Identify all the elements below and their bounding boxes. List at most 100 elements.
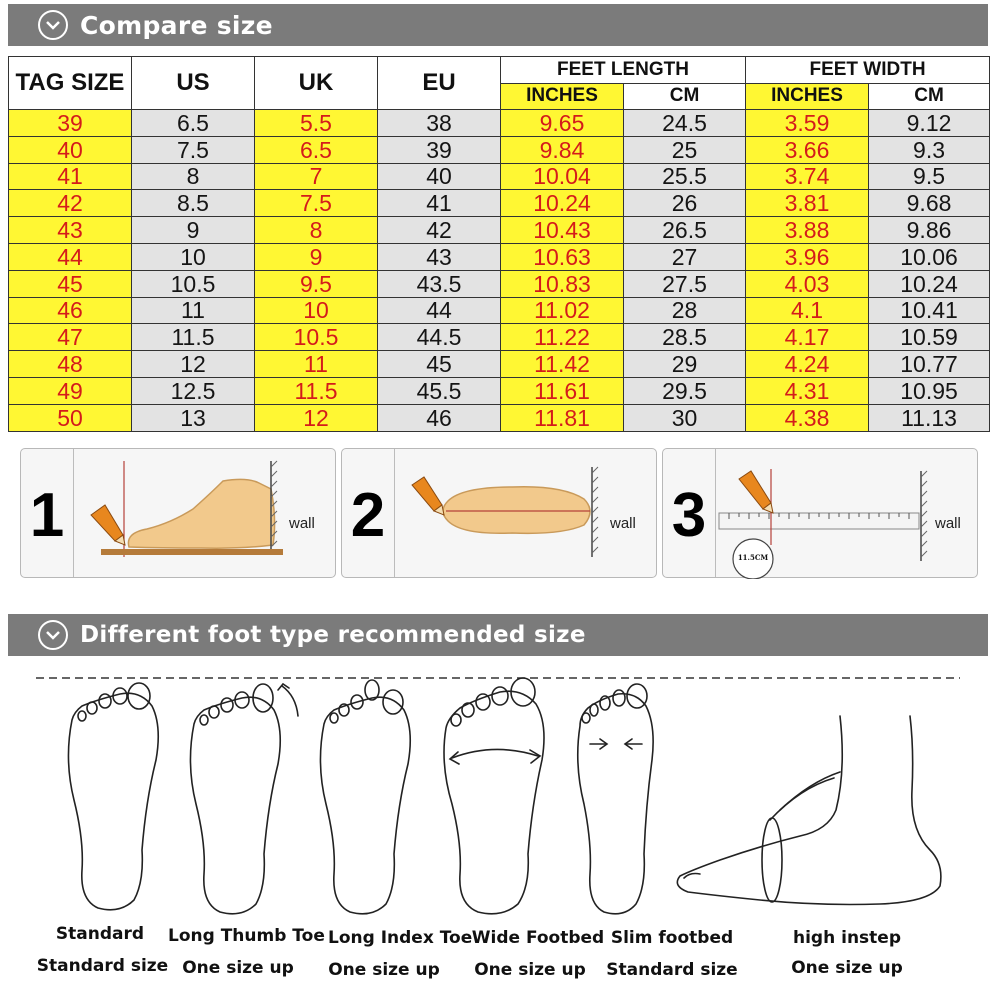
length-cm-cell: 25.5 xyxy=(622,162,747,191)
uk-size-cell: 7 xyxy=(254,162,378,191)
width-inches-cell: 4.31 xyxy=(745,376,870,405)
foot-type-recommendation: One size up xyxy=(328,960,440,980)
pencil-icon xyxy=(90,504,126,546)
us-size-cell: 10.5 xyxy=(131,269,255,298)
header-length-inches: INCHES xyxy=(500,82,624,110)
width-inches-cell: 4.03 xyxy=(745,269,870,298)
header-us: US xyxy=(131,56,255,110)
width-cm-cell: 9.86 xyxy=(868,216,991,244)
length-inches-cell: 10.63 xyxy=(500,242,624,271)
length-inches-cell: 9.65 xyxy=(500,109,624,137)
uk-size-cell: 9 xyxy=(254,242,378,271)
uk-size-cell: 10 xyxy=(254,296,378,325)
wide-footbed-foot-icon xyxy=(443,677,545,915)
header-length-cm: CM xyxy=(622,82,747,110)
us-size-cell: 13 xyxy=(131,403,255,432)
length-cm-cell: 29 xyxy=(622,350,747,378)
ruler-illustration xyxy=(718,469,928,579)
foot-outlines xyxy=(36,677,960,915)
eu-size-cell: 46 xyxy=(377,403,501,432)
foot-type-name: Slim footbed xyxy=(610,928,734,948)
length-inches-cell: 11.22 xyxy=(500,323,624,352)
length-inches-cell: 10.04 xyxy=(500,162,624,191)
width-inches-cell: 3.81 xyxy=(745,189,870,218)
step-divider xyxy=(394,449,395,577)
tag-size-cell: 48 xyxy=(8,350,132,378)
chevron-down-circle-icon xyxy=(38,10,68,40)
step-number: 3 xyxy=(671,481,707,550)
tag-size-cell: 40 xyxy=(8,135,132,164)
foot-type-name: Wide Footbed xyxy=(471,928,605,948)
table-row: 39 6.5 5.5 38 9.65 24.5 3.59 9.12 xyxy=(8,109,991,137)
measure-step-1: 1 wall xyxy=(20,448,336,578)
tag-size-cell: 50 xyxy=(8,403,132,432)
foot-type-recommendation: Standard size xyxy=(36,956,169,976)
pencil-icon xyxy=(738,470,774,514)
us-size-cell: 11 xyxy=(131,296,255,325)
length-cm-cell: 24.5 xyxy=(622,109,747,137)
step-divider xyxy=(715,449,716,577)
width-cm-cell: 10.06 xyxy=(868,242,991,271)
ruler-reading: 11.5CM xyxy=(737,553,769,562)
measure-step-2: 2 wall xyxy=(341,448,657,578)
width-cm-cell: 10.41 xyxy=(868,296,991,325)
section-title: Compare size xyxy=(80,10,273,40)
uk-size-cell: 5.5 xyxy=(254,109,378,137)
table-row: 46 11 10 44 11.02 28 4.1 10.41 xyxy=(8,296,991,325)
wall-label: wall xyxy=(935,515,961,532)
table-row: 40 7.5 6.5 39 9.84 25 3.66 9.3 xyxy=(8,135,991,164)
width-cm-cell: 11.13 xyxy=(868,403,991,432)
tag-size-cell: 49 xyxy=(8,376,132,405)
table-row: 43 9 8 42 10.43 26.5 3.88 9.86 xyxy=(8,216,991,244)
section-title: Different foot type recommended size xyxy=(80,622,586,648)
wall-label: wall xyxy=(610,515,636,532)
uk-size-cell: 11 xyxy=(254,350,378,378)
us-size-cell: 8 xyxy=(131,162,255,191)
length-inches-cell: 11.02 xyxy=(500,296,624,325)
size-chart: TAG SIZE US UK EU FEET LENGTH FEET WIDTH… xyxy=(8,56,991,432)
us-size-cell: 12 xyxy=(131,350,255,378)
length-inches-cell: 9.84 xyxy=(500,135,624,164)
width-cm-cell: 10.24 xyxy=(868,269,991,298)
us-size-cell: 7.5 xyxy=(131,135,255,164)
width-cm-cell: 10.95 xyxy=(868,376,991,405)
eu-size-cell: 45.5 xyxy=(377,376,501,405)
length-cm-cell: 26 xyxy=(622,189,747,218)
width-inches-cell: 3.66 xyxy=(745,135,870,164)
table-row: 47 11.5 10.5 44.5 11.22 28.5 4.17 10.59 xyxy=(8,323,991,352)
foot-type-name: high instep xyxy=(793,928,901,948)
standard-foot-icon xyxy=(67,682,160,911)
uk-size-cell: 7.5 xyxy=(254,189,378,218)
uk-size-cell: 11.5 xyxy=(254,376,378,405)
table-row: 42 8.5 7.5 41 10.24 26 3.81 9.68 xyxy=(8,189,991,218)
foot-side-illustration xyxy=(90,460,283,557)
tag-size-cell: 39 xyxy=(8,109,132,137)
table-row: 45 10.5 9.5 43.5 10.83 27.5 4.03 10.24 xyxy=(8,269,991,298)
length-inches-cell: 11.61 xyxy=(500,376,624,405)
tag-size-cell: 46 xyxy=(8,296,132,325)
size-table-body: 39 6.5 5.5 38 9.65 24.5 3.59 9.12 40 7.5 6.5 39 9.84… xyxy=(8,109,991,432)
width-inches-cell: 4.38 xyxy=(745,403,870,432)
long-index-toe-foot-icon xyxy=(319,679,412,915)
us-size-cell: 11.5 xyxy=(131,323,255,352)
eu-size-cell: 43.5 xyxy=(377,269,501,298)
tag-size-cell: 42 xyxy=(8,189,132,218)
header-eu: EU xyxy=(377,56,501,110)
measure-step-3: 3 11.5CM wall xyxy=(662,448,978,579)
length-cm-cell: 28.5 xyxy=(622,323,747,352)
foot-top-illustration xyxy=(411,466,599,557)
length-cm-cell: 28 xyxy=(622,296,747,325)
length-cm-cell: 27.5 xyxy=(622,269,747,298)
eu-size-cell: 42 xyxy=(377,216,501,244)
tag-size-cell: 43 xyxy=(8,216,132,244)
uk-size-cell: 8 xyxy=(254,216,378,244)
slim-footbed-foot-icon xyxy=(576,683,654,915)
eu-size-cell: 40 xyxy=(377,162,501,191)
width-inches-cell: 3.59 xyxy=(745,109,870,137)
width-inches-cell: 4.1 xyxy=(745,296,870,325)
foot-type-recommendation: One size up xyxy=(791,958,903,978)
foot-type-name: Long Thumb Toe xyxy=(168,926,325,946)
table-row: 41 8 7 40 10.04 25.5 3.74 9.5 xyxy=(8,162,991,191)
compare-size-banner: Compare size xyxy=(8,4,988,46)
width-cm-cell: 9.68 xyxy=(868,189,991,218)
